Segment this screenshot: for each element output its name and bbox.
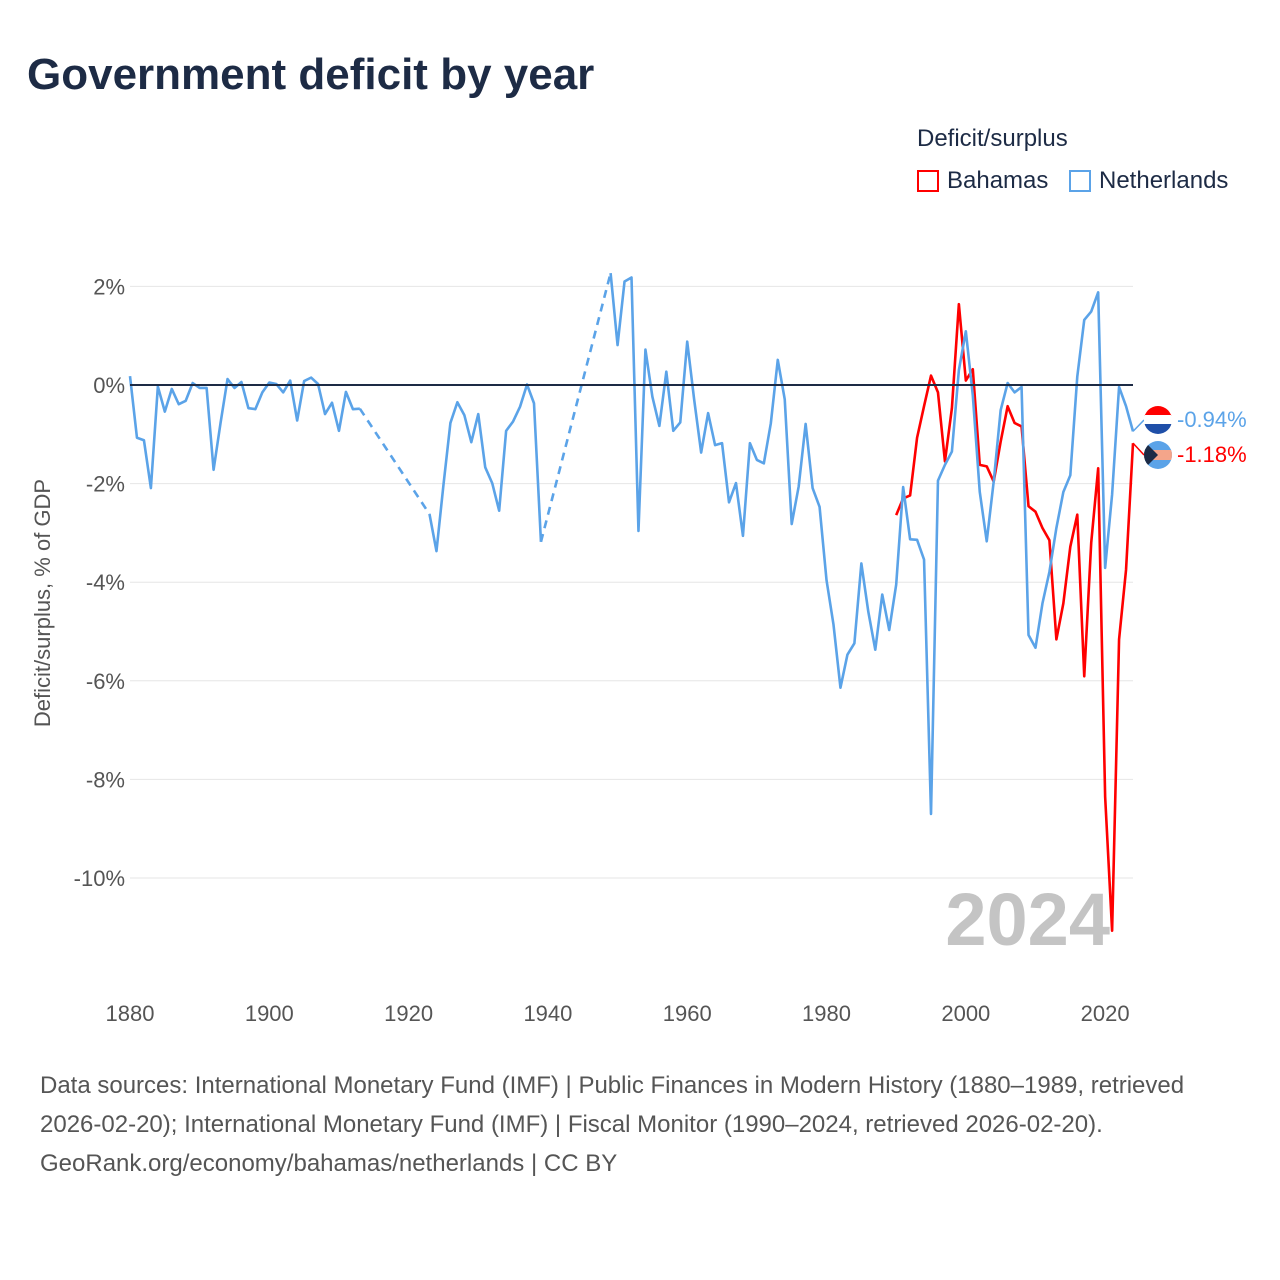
legend-item-netherlands[interactable]: Netherlands: [1069, 167, 1228, 195]
legend-item-bahamas[interactable]: Bahamas: [917, 167, 1048, 195]
legend-swatch-netherlands: [1069, 170, 1091, 192]
netherlands-line: [428, 383, 543, 553]
x-tick-label: 1940: [523, 1001, 572, 1026]
x-tick-label: 1920: [384, 1001, 433, 1026]
y-tick-label: -4%: [86, 570, 125, 595]
x-tick-label: 2000: [941, 1001, 990, 1026]
netherlands-gap-line: [539, 272, 612, 543]
y-tick-label: -8%: [86, 767, 125, 792]
legend-title: Deficit/surplus: [917, 125, 1068, 152]
netherlands-label-connector: [1132, 419, 1145, 432]
bahamas-end-label: -1.18%: [1177, 442, 1247, 467]
netherlands-end-label: -0.94%: [1177, 407, 1247, 432]
bahamas-flag-icon: [1144, 441, 1172, 469]
legend-label-netherlands: Netherlands: [1099, 167, 1229, 194]
netherlands-flag-icon: [1144, 406, 1172, 434]
chart-title: Government deficit by year: [27, 50, 595, 99]
y-tick-label: -6%: [86, 669, 125, 694]
y-tick-label: 0%: [93, 373, 125, 398]
y-tick-label: -10%: [74, 866, 125, 891]
x-tick-label: 2020: [1081, 1001, 1130, 1026]
netherlands-line: [609, 272, 1135, 816]
bahamas-line: [894, 302, 1135, 933]
y-tick-label: 2%: [93, 274, 125, 299]
x-tick-label: 1900: [245, 1001, 294, 1026]
x-tick-label: 1960: [663, 1001, 712, 1026]
data-sources: Data sources: International Monetary Fun…: [40, 1072, 1185, 1138]
netherlands-line: [128, 375, 360, 490]
y-axis-label: Deficit/surplus, % of GDP: [30, 479, 55, 727]
x-tick-label: 1880: [106, 1001, 155, 1026]
x-tick-label: 1980: [802, 1001, 851, 1026]
legend-swatch-bahamas: [917, 170, 939, 192]
footer: Data sources: International Monetary Fun…: [40, 1066, 1250, 1183]
y-tick-label: -2%: [86, 472, 125, 497]
legend-label-bahamas: Bahamas: [947, 167, 1049, 194]
netherlands-gap-line: [358, 407, 431, 515]
bahamas-label-connector: [1132, 442, 1145, 456]
year-watermark: 2024: [945, 878, 1110, 961]
credit-link[interactable]: GeoRank.org/economy/bahamas/netherlands …: [40, 1150, 618, 1177]
